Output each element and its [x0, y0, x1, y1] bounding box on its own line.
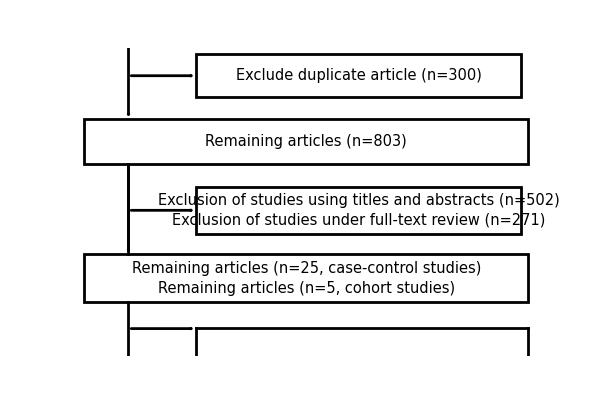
Text: Exclude duplicate article (n=300): Exclude duplicate article (n=300) [236, 68, 482, 83]
Text: Remaining articles (n=25, case-control studies)
Remaining articles (n=5, cohort : Remaining articles (n=25, case-control s… [131, 261, 481, 296]
Text: Exclusion of studies using titles and abstracts (n=502)
Exclusion of studies und: Exclusion of studies using titles and ab… [158, 193, 560, 228]
FancyBboxPatch shape [84, 119, 529, 164]
Text: Remaining articles (n=803): Remaining articles (n=803) [205, 134, 407, 149]
FancyBboxPatch shape [196, 186, 521, 234]
FancyBboxPatch shape [84, 254, 529, 302]
FancyBboxPatch shape [196, 54, 521, 97]
